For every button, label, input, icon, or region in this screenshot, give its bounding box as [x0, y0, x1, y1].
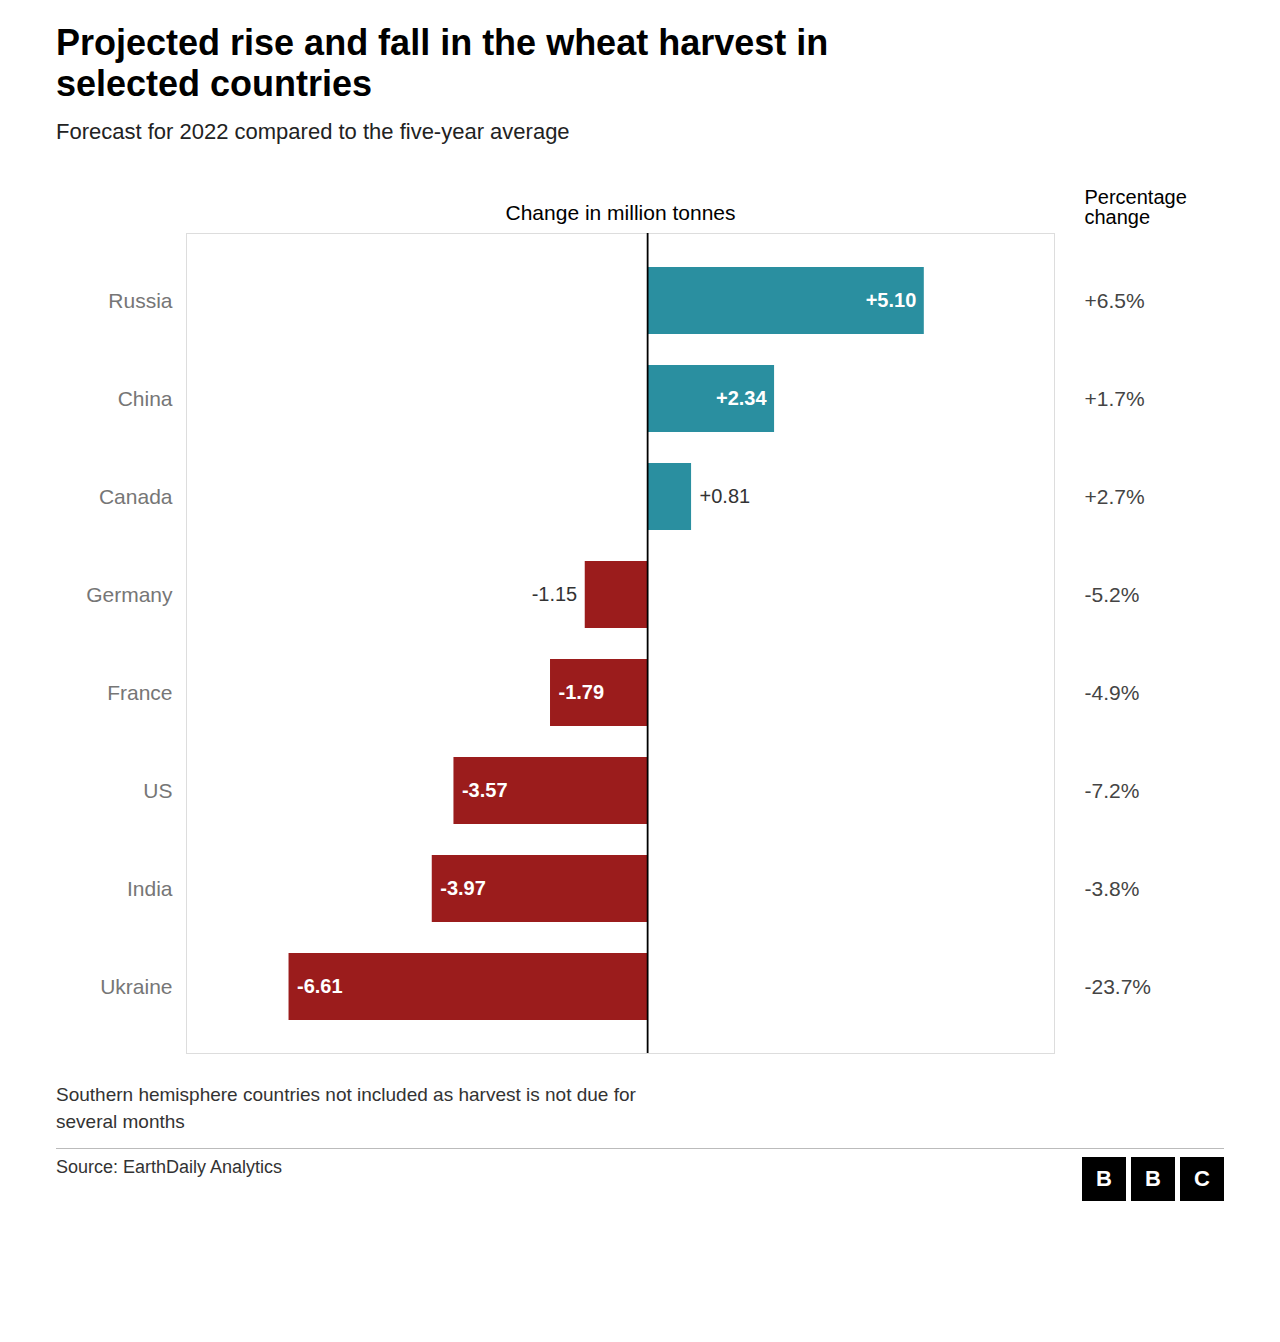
svg-text:Germany: Germany — [86, 583, 173, 606]
svg-text:Canada: Canada — [99, 485, 173, 508]
svg-text:+1.7%: +1.7% — [1085, 387, 1145, 410]
svg-text:-1.15: -1.15 — [532, 583, 578, 605]
html-text:B: B — [1145, 1165, 1161, 1191]
svg-text:Change in million tonnes: Change in million tonnes — [506, 200, 736, 223]
svg-text:Percentagechange: Percentagechange — [1085, 185, 1187, 227]
svg-text:Ukraine: Ukraine — [100, 975, 172, 998]
svg-text:-5.2%: -5.2% — [1085, 583, 1140, 606]
svg-text:+5.10: +5.10 — [866, 289, 917, 311]
svg-text:-3.57: -3.57 — [462, 779, 508, 801]
svg-text:US: US — [143, 779, 172, 802]
svg-text:India: India — [127, 877, 173, 900]
svg-text:-3.97: -3.97 — [440, 877, 486, 899]
svg-text:+2.34: +2.34 — [716, 387, 767, 409]
svg-text:Russia: Russia — [108, 289, 173, 312]
svg-text:-3.8%: -3.8% — [1085, 877, 1140, 900]
html-text:Source: EarthDaily Analytics: Source: EarthDaily Analytics — [56, 1156, 283, 1177]
svg-text:+2.7%: +2.7% — [1085, 485, 1145, 508]
svg-text:-6.61: -6.61 — [297, 975, 343, 997]
html-text:Southern hemisphere countries: Southern hemisphere countries not includ… — [56, 1083, 636, 1133]
html-text:B: B — [1096, 1165, 1112, 1191]
svg-text:-23.7%: -23.7% — [1085, 975, 1152, 998]
svg-text:France: France — [107, 681, 172, 704]
svg-text:+6.5%: +6.5% — [1085, 289, 1145, 312]
html-text:Projected rise and fall in the: Projected rise and fall in the wheat har… — [56, 22, 829, 105]
html-text:C: C — [1194, 1165, 1210, 1191]
svg-text:China: China — [118, 387, 173, 410]
svg-text:-1.79: -1.79 — [559, 681, 605, 703]
svg-text:-4.9%: -4.9% — [1085, 681, 1140, 704]
html-text:Forecast for 2022 compared to: Forecast for 2022 compared to the five-y… — [56, 118, 570, 144]
svg-text:+0.81: +0.81 — [700, 485, 751, 507]
svg-text:-7.2%: -7.2% — [1085, 779, 1140, 802]
